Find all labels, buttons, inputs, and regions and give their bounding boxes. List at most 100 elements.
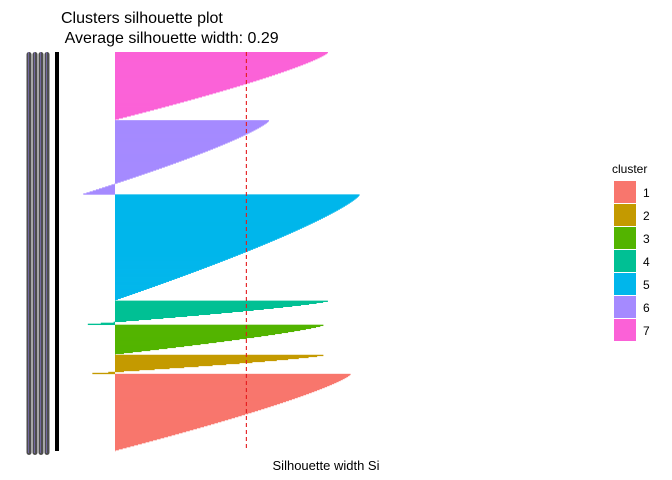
silhouette-bar [115,361,253,364]
silhouette-bar [115,435,168,438]
silhouette-bar [111,184,115,186]
silhouette-bar [115,181,121,183]
silhouette-bar [115,218,321,220]
silhouette-bar [115,404,274,407]
silhouette-bar [115,389,317,392]
silhouette-bar [115,269,199,271]
silhouette-bar [115,112,143,114]
silhouette-bar [115,82,250,84]
silhouette-bar [115,225,307,227]
silhouette-bar [115,200,353,202]
silhouette-bar [115,211,335,213]
silhouette-bar [115,135,244,137]
silhouette-bar [115,99,192,101]
silhouette-bar [115,280,170,282]
silhouette-bar [115,169,157,171]
silhouette-bars [83,52,360,452]
silhouette-bar [115,342,209,345]
silhouette-bar [115,450,116,452]
silhouette-bar [115,284,158,286]
legend-label-6: 6 [643,301,650,315]
silhouette-bar [115,267,205,269]
silhouette-bar [115,195,359,197]
silhouette-bar [115,236,282,238]
silhouette-bar [115,215,327,217]
silhouette-bar [115,392,309,395]
silhouette-bar [115,431,183,434]
legend-key-1 [614,181,636,203]
silhouette-bar [115,279,172,281]
silhouette-bar [115,445,131,448]
silhouette-bar [115,127,260,129]
legend-key-2 [614,204,636,226]
silhouette-bar [115,298,118,300]
silhouette-bar [115,334,269,337]
silhouette-bar [115,385,328,388]
silhouette-bar [115,299,116,301]
silhouette-bar [115,79,260,81]
silhouette-bar [115,224,309,226]
silhouette-bar [115,84,244,86]
silhouette-bar [115,358,289,361]
silhouette-bar [115,289,144,291]
silhouette-bar [115,167,162,169]
silhouette-bar [115,229,298,231]
silhouette-bar [115,71,284,73]
silhouette-bar [115,285,156,287]
silhouette-bar [115,216,325,218]
silhouette-bar [115,161,179,163]
silhouette-bar [115,343,201,346]
cluster-4-bars [87,300,328,326]
silhouette-bar [115,354,324,357]
silhouette-bar [115,386,325,389]
silhouette-bar [115,362,240,365]
silhouette-bar [115,341,217,344]
silhouette-bar [115,406,268,409]
silhouette-bar [100,322,115,325]
silhouette-bar [115,117,123,119]
silhouette-bar [115,373,351,376]
silhouette-bar [115,116,127,118]
silhouette-bar [115,160,182,162]
silhouette-bar [115,312,222,314]
silhouette-bar [108,371,115,374]
cluster-7-bars [115,52,328,121]
silhouette-bar [115,90,224,92]
silhouette-bar [115,427,197,430]
silhouette-bar [115,151,206,153]
silhouette-bar [115,145,221,147]
silhouette-bar [115,222,313,224]
silhouette-bar [115,320,127,323]
silhouette-bar [115,437,161,440]
silhouette-bar [115,412,249,415]
silhouette-bar [115,243,266,245]
silhouette-bar [115,400,286,403]
legend-label-2: 2 [643,209,650,223]
silhouette-bar [114,183,116,185]
silhouette-bar [115,353,116,356]
silhouette-bar [115,212,333,214]
silhouette-bar [115,357,299,360]
silhouette-bar [115,52,328,54]
silhouette-bar [115,230,296,232]
silhouette-bar [115,333,276,336]
silhouette-bar [115,413,245,416]
legend-key-5 [614,273,636,295]
silhouette-bar [115,144,223,146]
silhouette-bar [115,94,210,96]
silhouette-bar [115,401,283,404]
silhouette-bar [115,248,254,250]
legend-key-4 [614,250,636,272]
silhouette-bar [115,272,191,274]
silhouette-bar [115,213,331,215]
silhouette-bar [115,207,342,209]
silhouette-bar [115,348,159,351]
silhouette-bar [115,360,265,363]
silhouette-bar [115,306,284,308]
silhouette-bar [115,359,277,362]
silhouette-bar [115,438,157,441]
silhouette-bar [115,147,216,149]
silhouette-bar [115,241,271,243]
y-tick-label-overlap [26,52,32,455]
silhouette-bar [115,131,252,133]
